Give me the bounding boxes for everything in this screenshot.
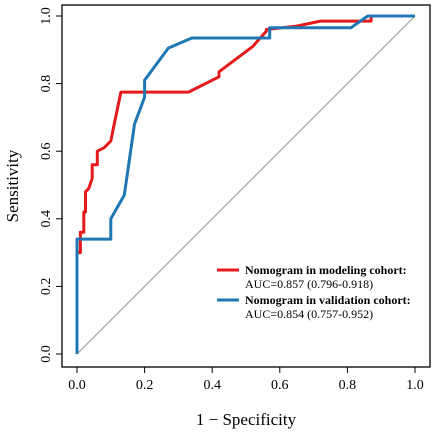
x-tick-label: 0.2 [136, 378, 154, 393]
y-tick-label: 0.6 [39, 142, 54, 160]
y-tick-label: 0.0 [39, 345, 54, 363]
y-tick-label: 0.8 [39, 75, 54, 93]
x-tick-label: 0.8 [339, 378, 357, 393]
y-tick-label: 1.0 [39, 7, 54, 25]
plot-frame [61, 4, 431, 368]
roc-curve-series-2 [75, 14, 415, 354]
legend: Nomogram in modeling cohort:AUC=0.857 (0… [217, 263, 411, 321]
y-axis-title: Sensitivity [3, 149, 22, 222]
axes: 0.0 0.2 0.4 0.6 0.8 1.0 0.0 0.2 0.4 0.6 0.8 1.0 [39, 4, 431, 393]
x-tick-label: 0.6 [271, 378, 289, 393]
legend-label-series-2: Nomogram in validation cohort: [245, 293, 411, 307]
legend-auc-series-2: AUC=0.854 (0.757-0.952) [245, 307, 373, 321]
x-axis-title: 1 − Specificity [196, 410, 297, 429]
legend-label-series-1: Nomogram in modeling cohort: [245, 263, 407, 277]
legend-auc-series-1: AUC=0.857 (0.796-0.918) [245, 277, 373, 291]
x-tick-label: 0.4 [203, 378, 221, 393]
x-tick-label: 0.0 [68, 378, 86, 393]
plot-area [75, 14, 416, 355]
x-tick-label: 1.0 [406, 378, 424, 393]
reference-diagonal-line [76, 15, 416, 355]
y-tick-label: 0.4 [39, 210, 54, 228]
y-tick-label: 0.2 [39, 278, 54, 296]
